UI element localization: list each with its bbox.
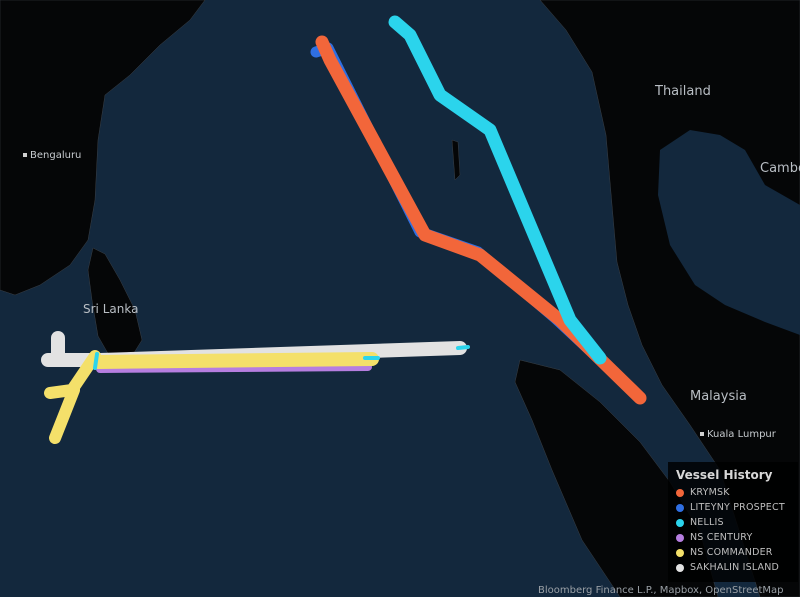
legend-item[interactable]: LITEYNY PROSPECT bbox=[676, 500, 790, 515]
legend-swatch-icon bbox=[676, 503, 684, 512]
legend-swatch-icon bbox=[676, 488, 684, 497]
map-attribution: Bloomberg Finance L.P., Mapbox, OpenStre… bbox=[538, 585, 784, 596]
legend-item-label: NELLIS bbox=[690, 517, 724, 528]
legend-swatch-icon bbox=[676, 548, 684, 557]
track-ns-commander[interactable] bbox=[49, 384, 80, 444]
india-landmass bbox=[0, 0, 206, 296]
country-label-malaysia: Malaysia bbox=[690, 389, 747, 404]
city-label: Bengaluru bbox=[30, 150, 82, 161]
legend-item[interactable]: NS CENTURY bbox=[676, 530, 790, 545]
legend-swatch-icon bbox=[676, 518, 684, 527]
city-kuala-lumpur: Kuala Lumpur bbox=[700, 429, 776, 440]
city-label: Kuala Lumpur bbox=[707, 429, 776, 440]
legend-swatch-icon bbox=[676, 563, 684, 572]
legend-swatch-icon bbox=[676, 533, 684, 542]
country-label-cambodia: Cambodia bbox=[760, 161, 800, 176]
track-ns-commander[interactable] bbox=[91, 352, 379, 369]
legend-item[interactable]: NS COMMANDER bbox=[676, 545, 790, 560]
legend-item[interactable]: NELLIS bbox=[676, 515, 790, 530]
track-nellis-segment[interactable] bbox=[456, 345, 470, 350]
legend-item[interactable]: SAKHALIN ISLAND bbox=[676, 560, 790, 575]
legend-item-label: LITEYNY PROSPECT bbox=[690, 502, 785, 513]
legend-item-label: NS COMMANDER bbox=[690, 547, 773, 558]
track-nellis[interactable] bbox=[388, 15, 607, 365]
city-dot-icon bbox=[23, 153, 27, 157]
city-dot-icon bbox=[700, 432, 704, 436]
gulf-of-thailand bbox=[658, 130, 800, 335]
legend-item-label: KRYMSK bbox=[690, 487, 730, 498]
legend-title: Vessel History bbox=[676, 468, 773, 482]
legend: Vessel History KRYMSK LITEYNY PROSPECT NEL… bbox=[668, 462, 798, 582]
country-label-sri-lanka: Sri Lanka bbox=[83, 302, 139, 316]
sumatra-landmass bbox=[514, 359, 719, 597]
city-bengaluru: Bengaluru bbox=[23, 150, 81, 161]
legend-item-label: SAKHALIN ISLAND bbox=[690, 562, 780, 573]
track-ns-century[interactable] bbox=[96, 363, 372, 373]
vessel-tracks bbox=[41, 15, 647, 444]
legend-item[interactable]: KRYMSK bbox=[676, 485, 790, 500]
track-nellis-segment[interactable] bbox=[93, 352, 99, 370]
andaman-islands bbox=[451, 139, 461, 181]
country-label-thailand: Thailand bbox=[655, 84, 711, 99]
legend-item-label: NS CENTURY bbox=[690, 532, 753, 543]
